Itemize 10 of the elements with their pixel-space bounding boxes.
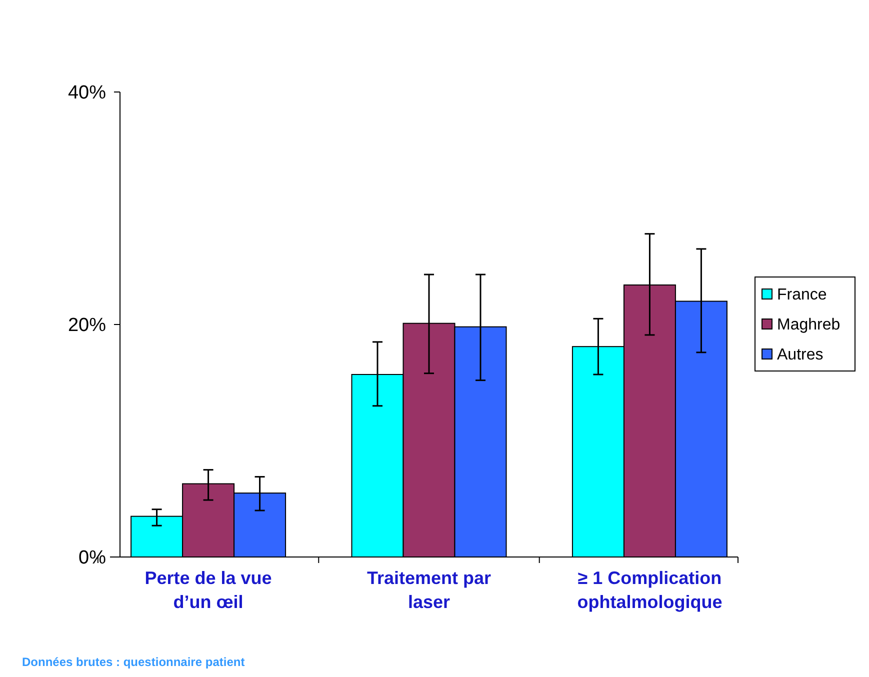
x-tick-label: Traitement par laser — [366, 568, 492, 612]
y-tick-label: 40% — [68, 82, 106, 104]
x-tick-label: Perte de la vue d’un œil — [144, 568, 272, 612]
x-tick-label: ≥ 1 Complication ophtalmologique — [577, 568, 722, 612]
y-tick-label: 0% — [78, 548, 106, 569]
legend-label: Autres — [777, 346, 824, 364]
y-tick-label: 20% — [68, 315, 106, 336]
legend-label: Maghreb — [777, 316, 840, 334]
text: Données brutes : questionnaire patient — [22, 655, 245, 669]
legend-label: France — [777, 286, 827, 304]
